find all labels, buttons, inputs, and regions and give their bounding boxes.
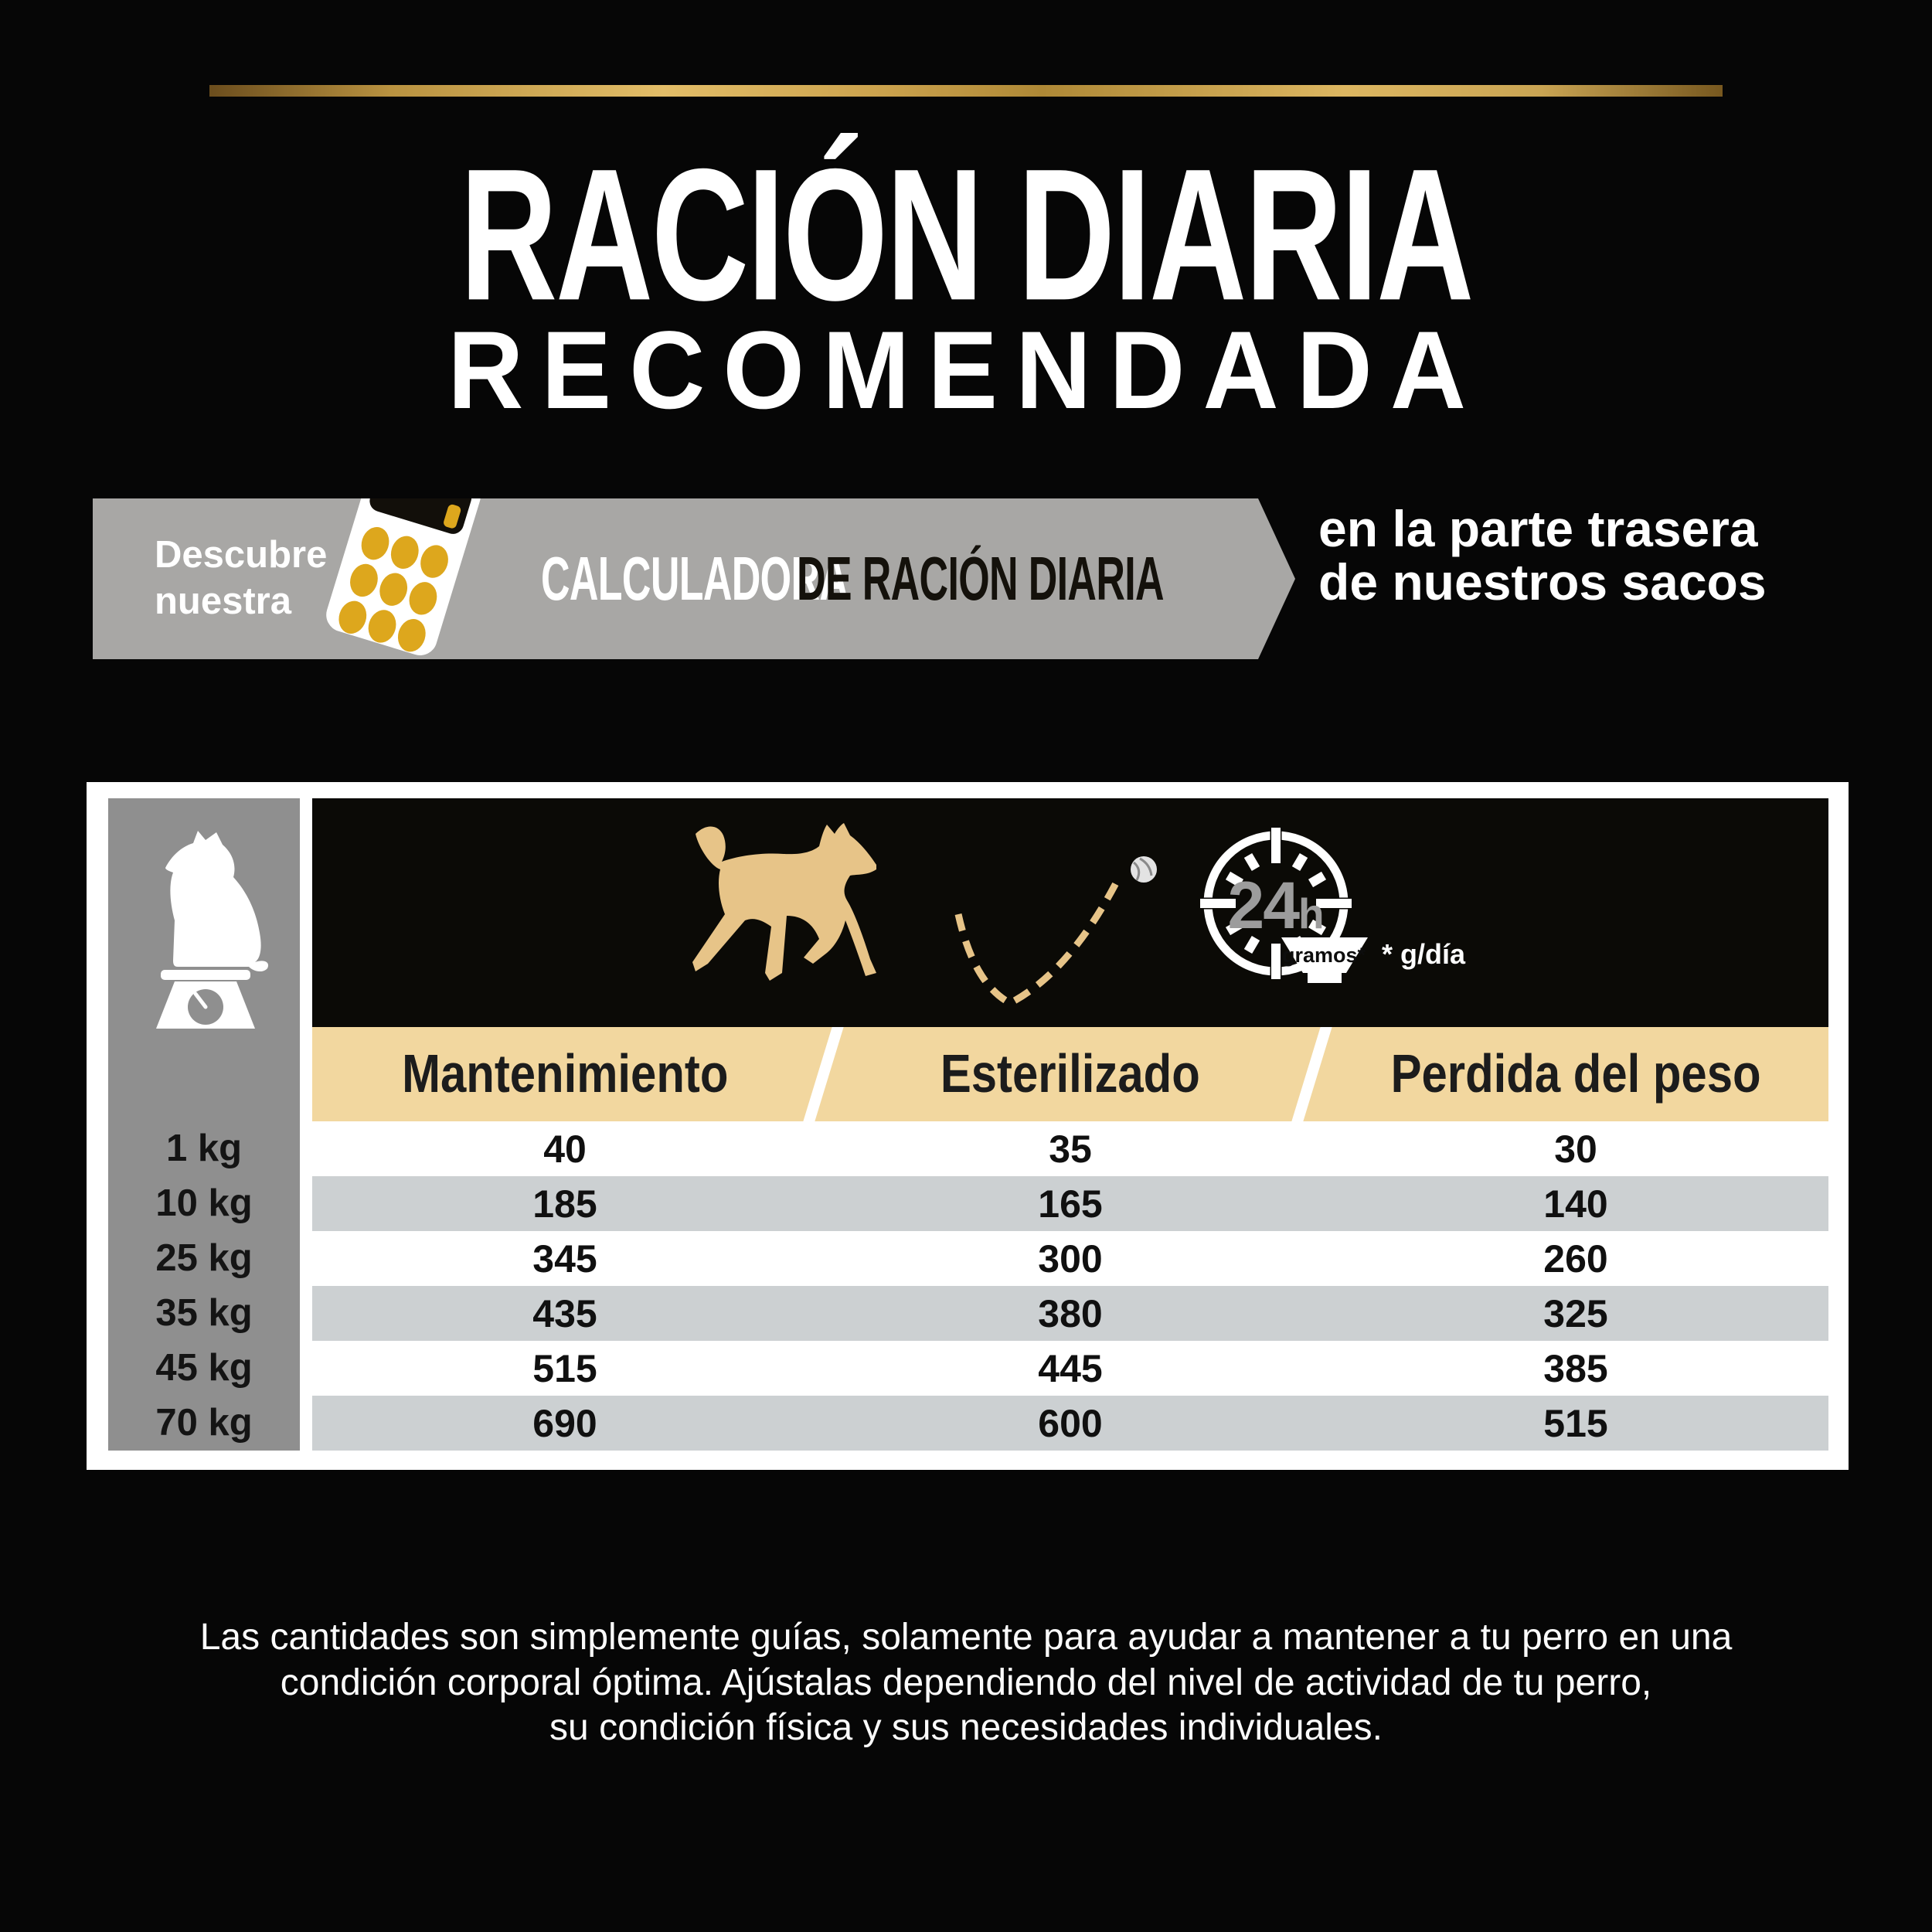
table-row: 690 600 515 [312,1396,1828,1451]
discover-line2: nuestra [155,580,292,622]
table-cell: 325 [1543,1291,1608,1335]
table-cell: 690 [532,1401,597,1445]
column-header-perdida: Perdida del peso [1323,1027,1828,1121]
calculator-button [386,532,423,573]
table-row: 515 445 385 [312,1341,1828,1396]
calculator-button [335,597,371,638]
table-header-row: Mantenimiento Esterilizado Perdida del p… [312,1027,1828,1121]
column-header-esterilizado: Esterilizado [818,1027,1323,1121]
table-cell: 600 [1038,1401,1103,1445]
ball-trajectory-dashes [954,878,1121,1008]
bowl-label: gramos* [1281,944,1366,967]
page-subtitle: RECOMENDADA [0,315,1932,426]
disclaimer-line1: Las cantidades son simplemente guías, so… [199,1617,1733,1658]
tennis-ball-icon [1131,856,1157,883]
weight-labels: 1 kg 10 kg 25 kg 35 kg 45 kg 70 kg [108,1121,300,1450]
table-illustration-banner: 24h gramos* * g/día [312,798,1828,1027]
clock-24h-icon [1196,823,1356,984]
calculator-button [393,615,430,655]
calculator-button [345,560,382,600]
page-title: RACIÓN DIARIA [0,130,1932,340]
weight-label: 70 kg [155,1401,253,1444]
banner-side-note: en la parte trasera de nuestros sacos [1318,502,1767,610]
table-cell: 35 [1049,1127,1092,1171]
calculator-button [376,569,412,610]
table-row: 40 35 30 [312,1121,1828,1176]
table-cell: 165 [1038,1182,1103,1226]
column-header-label: Mantenimiento [401,1044,729,1104]
illustration-graphics [692,823,1368,1008]
weight-label: 1 kg [165,1127,243,1169]
disclaimer-line3: su condición física y sus necesidades in… [549,1707,1383,1749]
feeding-table: 1 kg 10 kg 25 kg 35 kg 45 kg 70 kg [87,782,1849,1470]
page-title-line1: RACIÓN DIARIA [459,130,1474,340]
table-cell: 385 [1543,1346,1608,1390]
calculator-banner: Descubre nuestra CALCULADORA DE RACIÓN D… [93,498,1295,659]
clock-24-text: 24 [1227,869,1300,943]
running-dog-icon [692,823,876,981]
weight-label: 25 kg [155,1236,253,1279]
table-cell: 185 [532,1182,597,1226]
table-cell: 260 [1543,1236,1608,1281]
calculator-icon [321,498,485,659]
table-cell: 515 [1543,1401,1608,1445]
banner-side-note-line1: en la parte trasera [1318,500,1758,557]
page-title-line2: RECOMENDADA [447,309,1485,432]
table-cell: 30 [1554,1127,1597,1171]
calculator-button [405,578,441,619]
table-content: 24h gramos* * g/día Mantenimiento Esteri… [312,798,1828,1451]
disclaimer-text: Las cantidades son simplemente guías, so… [0,1615,1932,1751]
table-cell: 435 [532,1291,597,1335]
bowl-icon [1281,937,1368,983]
calculator-banner-title: CALCULADORA DE RACIÓN DIARIA [541,498,1295,659]
table-cell: 345 [532,1236,597,1281]
calculator-button [357,523,393,563]
discover-line1: Descubre [155,534,328,576]
grams-per-day-note: * g/día [1382,938,1466,970]
column-header-label: Perdida del peso [1390,1044,1761,1104]
table-row: 185 165 140 [312,1176,1828,1231]
banner-side-note-line2: de nuestros sacos [1318,553,1767,611]
table-row: 435 380 325 [312,1286,1828,1341]
calculator-screen [366,498,474,537]
calculator-banner-title-black: DE RACIÓN DIARIA [797,544,1165,613]
clock-24h-label: 24h [1199,872,1353,939]
calculator-banner-title-white: CALCULADORA [541,544,849,613]
weight-sidebar: 1 kg 10 kg 25 kg 35 kg 45 kg 70 kg [108,798,300,1451]
table-cell: 515 [532,1346,597,1390]
table-cell: 40 [543,1127,587,1171]
column-header-label: Esterilizado [940,1044,1200,1104]
table-cell: 445 [1038,1346,1103,1390]
calculator-button [417,541,453,582]
weight-label: 10 kg [155,1182,253,1224]
disclaimer-line2: condición corporal óptima. Ajústalas dep… [280,1662,1652,1703]
calculator-led [442,503,462,530]
table-cell: 380 [1038,1291,1103,1335]
column-header-mantenimiento: Mantenimiento [312,1027,818,1121]
discover-text: Descubre nuestra [155,532,327,625]
calculator-button [364,606,400,647]
table-cell: 300 [1038,1236,1103,1281]
weight-label: 35 kg [155,1291,253,1334]
weight-label: 45 kg [155,1346,253,1389]
table-cell: 140 [1543,1182,1608,1226]
clock-h-text: h [1298,889,1325,937]
dog-on-scale-icon [156,831,269,1029]
table-row: 345 300 260 [312,1231,1828,1286]
gold-divider-line [209,85,1723,97]
